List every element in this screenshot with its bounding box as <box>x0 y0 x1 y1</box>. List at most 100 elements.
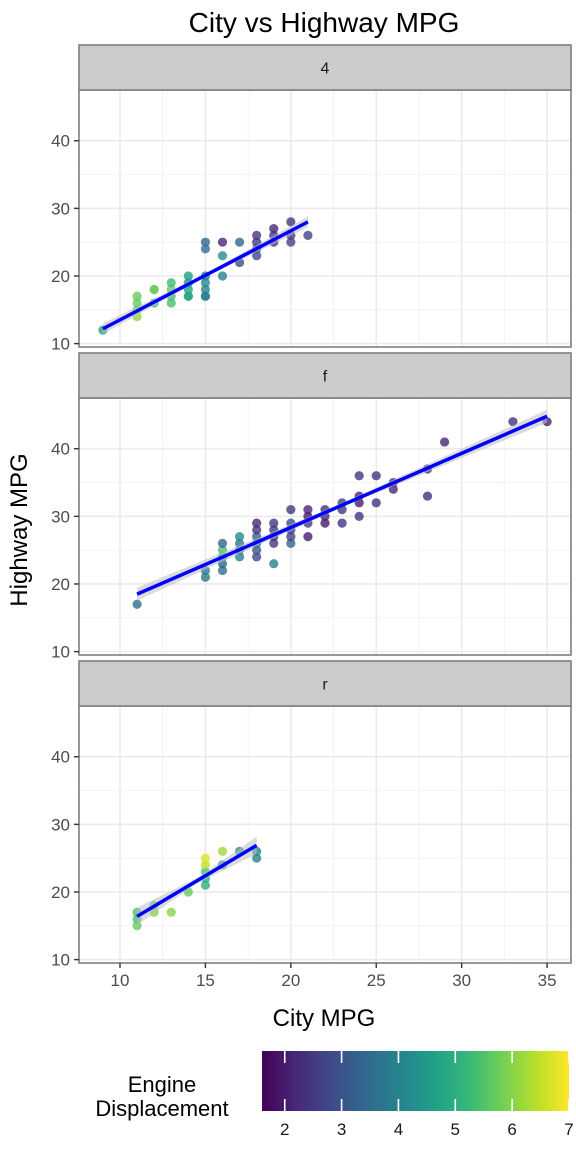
facet-strip <box>78 352 572 399</box>
data-point <box>166 907 176 917</box>
data-point <box>200 237 211 247</box>
data-point <box>217 846 228 857</box>
facet-strip-label: r <box>322 677 328 694</box>
x-tick-label: 15 <box>196 971 215 990</box>
panel-background <box>79 90 571 347</box>
data-point <box>252 251 262 261</box>
trend-line <box>102 220 309 331</box>
facet-strip-label: 4 <box>321 61 330 78</box>
data-point <box>269 559 279 569</box>
data-point <box>252 545 262 555</box>
y-tick-label: 20 <box>51 883 70 902</box>
data-point <box>200 291 211 301</box>
y-tick-label: 10 <box>51 951 70 970</box>
data-point <box>337 518 347 528</box>
data-point <box>200 278 211 288</box>
data-point <box>286 538 296 549</box>
y-tick-label: 20 <box>51 267 70 286</box>
data-point <box>183 271 193 281</box>
legend-title-line1: Engine <box>128 1072 197 1097</box>
data-point <box>132 921 142 931</box>
data-point <box>234 237 245 247</box>
y-axis-title: Highway MPG <box>6 453 33 606</box>
data-point <box>371 471 381 481</box>
data-point <box>303 230 313 241</box>
data-point <box>166 298 176 308</box>
y-tick-label: 30 <box>51 815 70 834</box>
data-point <box>252 552 262 562</box>
data-point <box>132 291 142 301</box>
color-legend: Engine Displacement 2 3 4 5 6 7 <box>95 1051 574 1139</box>
data-point <box>252 525 262 535</box>
legend-tick-label: 6 <box>507 1120 516 1139</box>
y-tick-label: 40 <box>51 132 70 151</box>
x-tick-label: 20 <box>281 971 300 990</box>
data-point <box>149 284 159 295</box>
data-point <box>269 518 279 528</box>
data-point <box>371 498 381 508</box>
legend-tick-label: 2 <box>280 1120 289 1139</box>
data-point <box>183 291 193 301</box>
facet-strip-label: f <box>323 369 328 386</box>
x-tick-label: 30 <box>452 971 471 990</box>
data-point <box>303 532 313 542</box>
data-point <box>200 853 211 863</box>
data-point <box>286 532 296 542</box>
legend-tick-label: 7 <box>564 1120 573 1139</box>
data-point <box>354 511 364 521</box>
data-point <box>200 880 211 890</box>
data-point <box>286 237 296 247</box>
x-tick-label: 25 <box>367 971 386 990</box>
data-point <box>252 518 262 528</box>
y-tick-label: 40 <box>51 440 70 459</box>
data-point <box>252 853 262 863</box>
data-point <box>269 538 279 549</box>
facet-panel-4: 4 10 20 30 40 <box>51 44 572 354</box>
trend-line <box>136 843 258 918</box>
data-point <box>439 437 450 447</box>
legend-title-line2: Displacement <box>95 1096 228 1121</box>
y-tick-label: 10 <box>51 643 70 662</box>
data-point <box>269 224 279 234</box>
facet-panels: 4 10 20 30 40 f 10 20 30 40 r 10 20 30 40 10 15 20 25 30 35 <box>51 44 572 990</box>
legend-tick-label: 4 <box>394 1120 403 1139</box>
data-point <box>217 251 228 261</box>
facet-strip <box>78 660 572 707</box>
trend-line <box>136 414 548 596</box>
legend-colorbar <box>262 1051 569 1111</box>
data-point <box>234 532 245 542</box>
legend-tick-label: 3 <box>337 1120 346 1139</box>
data-point <box>166 278 176 288</box>
y-tick-label: 30 <box>51 507 70 526</box>
data-point <box>200 244 211 254</box>
data-point <box>217 271 228 281</box>
data-point <box>200 860 211 870</box>
data-point <box>200 284 211 295</box>
data-point <box>252 230 262 241</box>
panel-background <box>79 706 571 963</box>
data-point <box>217 538 228 549</box>
y-tick-label: 30 <box>51 199 70 218</box>
data-point <box>200 572 211 582</box>
legend-tick-label: 5 <box>451 1120 460 1139</box>
facet-panel-f: f 10 20 30 40 <box>51 352 572 662</box>
data-point <box>303 504 313 515</box>
data-point <box>217 565 228 576</box>
data-point <box>286 504 296 515</box>
data-point <box>132 298 142 308</box>
data-point <box>320 518 330 528</box>
x-tick-label: 35 <box>538 971 557 990</box>
facet-strip <box>78 44 572 91</box>
x-axis-title: City MPG <box>273 1005 376 1032</box>
y-tick-label: 10 <box>51 335 70 354</box>
data-point <box>286 217 296 227</box>
y-tick-label: 40 <box>51 748 70 767</box>
data-point <box>132 599 142 609</box>
data-point <box>217 237 228 247</box>
data-point <box>354 471 364 481</box>
facet-panel-r: r 10 20 30 40 10 15 20 25 30 35 <box>51 660 572 990</box>
x-tick-label: 10 <box>111 971 130 990</box>
data-point <box>422 491 433 501</box>
chart-title: City vs Highway MPG <box>189 7 460 38</box>
